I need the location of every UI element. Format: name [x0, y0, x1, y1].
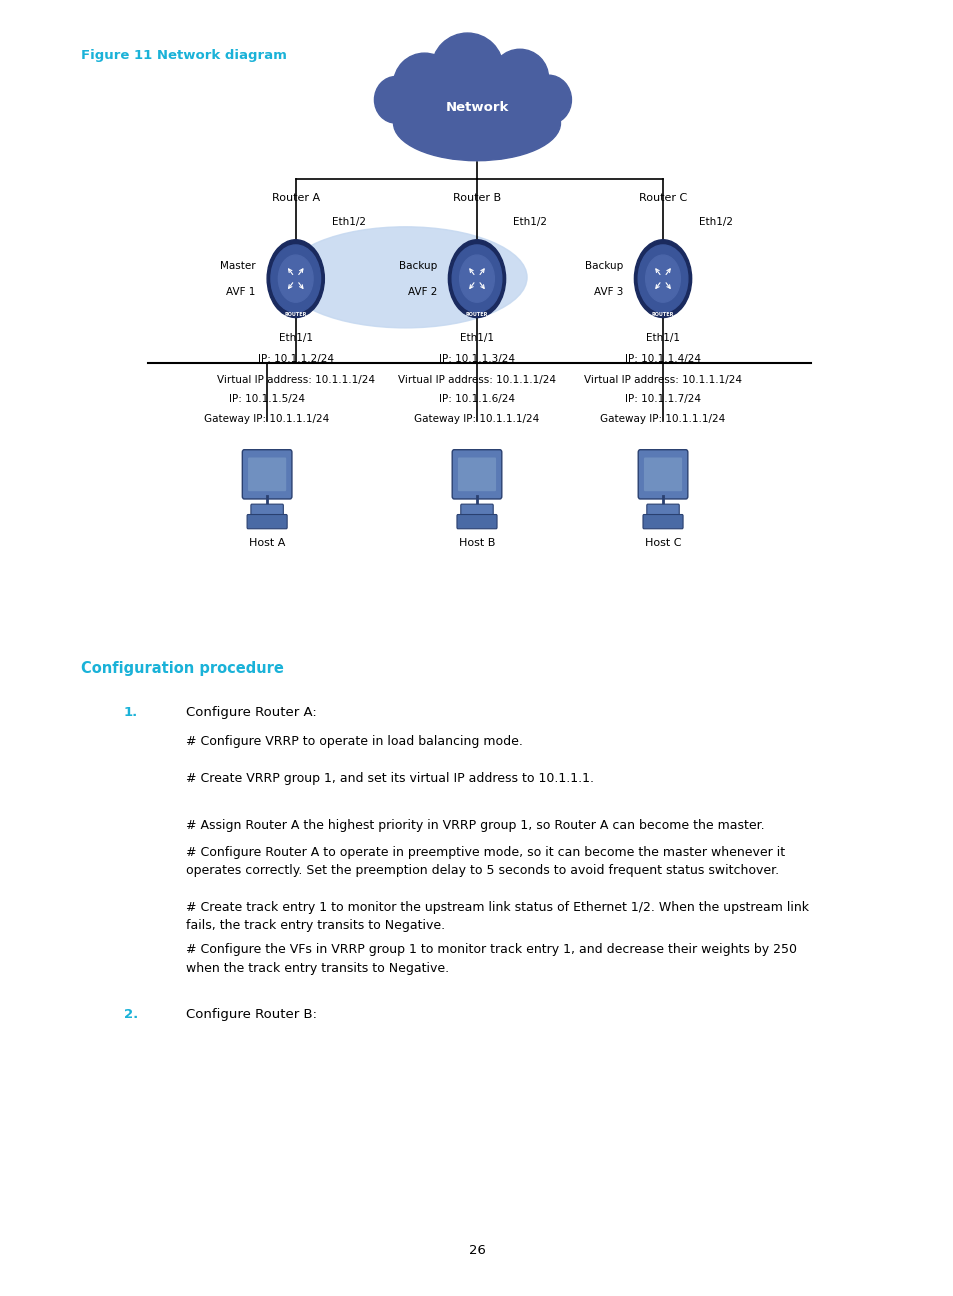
- Ellipse shape: [283, 227, 527, 328]
- Text: Host B: Host B: [458, 538, 495, 548]
- Text: Router B: Router B: [453, 193, 500, 203]
- FancyBboxPatch shape: [452, 450, 501, 499]
- Text: ROUTER: ROUTER: [284, 312, 307, 318]
- Circle shape: [448, 240, 505, 318]
- Ellipse shape: [374, 76, 417, 123]
- Text: # Configure Router A to operate in preemptive mode, so it can become the master : # Configure Router A to operate in preem…: [186, 846, 784, 859]
- Ellipse shape: [525, 75, 571, 124]
- Text: fails, the track entry transits to Negative.: fails, the track entry transits to Negat…: [186, 919, 445, 932]
- Text: when the track entry transits to Negative.: when the track entry transits to Negativ…: [186, 962, 449, 975]
- FancyBboxPatch shape: [248, 457, 286, 491]
- Ellipse shape: [431, 32, 503, 105]
- Circle shape: [638, 245, 687, 312]
- Text: IP: 10.1.1.4/24: IP: 10.1.1.4/24: [624, 354, 700, 364]
- Text: IP: 10.1.1.5/24: IP: 10.1.1.5/24: [229, 394, 305, 404]
- Text: ROUTER: ROUTER: [465, 312, 488, 318]
- Text: Eth1/2: Eth1/2: [699, 216, 733, 227]
- Text: # Configure VRRP to operate in load balancing mode.: # Configure VRRP to operate in load bala…: [186, 735, 522, 748]
- Text: Eth1/2: Eth1/2: [332, 216, 366, 227]
- Text: Configuration procedure: Configuration procedure: [81, 661, 284, 677]
- FancyBboxPatch shape: [642, 515, 682, 529]
- Ellipse shape: [393, 86, 559, 161]
- Text: Virtual IP address: 10.1.1.1/24: Virtual IP address: 10.1.1.1/24: [397, 375, 556, 385]
- Text: # Configure the VFs in VRRP group 1 to monitor track entry 1, and decrease their: # Configure the VFs in VRRP group 1 to m…: [186, 943, 796, 956]
- Text: AVF 1: AVF 1: [226, 286, 255, 297]
- Circle shape: [452, 245, 501, 312]
- Text: Router C: Router C: [639, 193, 686, 203]
- Text: # Create track entry 1 to monitor the upstream link status of Ethernet 1/2. When: # Create track entry 1 to monitor the up…: [186, 901, 808, 914]
- Text: 1.: 1.: [124, 706, 138, 719]
- Circle shape: [459, 255, 494, 302]
- Text: Eth1/1: Eth1/1: [278, 333, 313, 343]
- Text: Eth1/1: Eth1/1: [459, 333, 494, 343]
- FancyBboxPatch shape: [251, 504, 283, 516]
- Text: AVF 3: AVF 3: [593, 286, 622, 297]
- Text: Backup: Backup: [584, 260, 622, 271]
- Text: Gateway IP: 10.1.1.1/24: Gateway IP: 10.1.1.1/24: [414, 413, 539, 424]
- Text: IP: 10.1.1.3/24: IP: 10.1.1.3/24: [438, 354, 515, 364]
- Text: IP: 10.1.1.2/24: IP: 10.1.1.2/24: [257, 354, 334, 364]
- Text: operates correctly. Set the preemption delay to 5 seconds to avoid frequent stat: operates correctly. Set the preemption d…: [186, 864, 779, 877]
- Circle shape: [634, 240, 691, 318]
- FancyBboxPatch shape: [643, 457, 681, 491]
- Text: 26: 26: [468, 1244, 485, 1257]
- Text: Configure Router B:: Configure Router B:: [186, 1008, 316, 1021]
- Text: Network: Network: [445, 101, 508, 114]
- Text: ROUTER: ROUTER: [651, 312, 674, 318]
- Text: Virtual IP address: 10.1.1.1/24: Virtual IP address: 10.1.1.1/24: [216, 375, 375, 385]
- Text: Master: Master: [220, 260, 255, 271]
- Text: # Assign Router A the highest priority in VRRP group 1, so Router A can become t: # Assign Router A the highest priority i…: [186, 819, 764, 832]
- Text: Figure 11 Network diagram: Figure 11 Network diagram: [81, 49, 287, 62]
- Text: Gateway IP: 10.1.1.1/24: Gateway IP: 10.1.1.1/24: [204, 413, 330, 424]
- Text: 2.: 2.: [124, 1008, 138, 1021]
- FancyBboxPatch shape: [456, 515, 497, 529]
- Text: # Create VRRP group 1, and set its virtual IP address to 10.1.1.1.: # Create VRRP group 1, and set its virtu…: [186, 772, 594, 785]
- Text: Configure Router A:: Configure Router A:: [186, 706, 316, 719]
- Text: Host A: Host A: [249, 538, 285, 548]
- Circle shape: [267, 240, 324, 318]
- Text: Gateway IP: 10.1.1.1/24: Gateway IP: 10.1.1.1/24: [599, 413, 725, 424]
- FancyBboxPatch shape: [460, 504, 493, 516]
- Text: Host C: Host C: [644, 538, 680, 548]
- Text: Eth1/1: Eth1/1: [645, 333, 679, 343]
- Circle shape: [645, 255, 679, 302]
- FancyBboxPatch shape: [247, 515, 287, 529]
- Text: IP: 10.1.1.6/24: IP: 10.1.1.6/24: [438, 394, 515, 404]
- Text: Virtual IP address: 10.1.1.1/24: Virtual IP address: 10.1.1.1/24: [583, 375, 741, 385]
- Text: Backup: Backup: [398, 260, 436, 271]
- Ellipse shape: [393, 53, 456, 115]
- Ellipse shape: [491, 49, 548, 106]
- Text: IP: 10.1.1.7/24: IP: 10.1.1.7/24: [624, 394, 700, 404]
- Circle shape: [278, 255, 313, 302]
- Circle shape: [271, 245, 320, 312]
- FancyBboxPatch shape: [457, 457, 496, 491]
- Text: Router A: Router A: [272, 193, 319, 203]
- FancyBboxPatch shape: [638, 450, 687, 499]
- FancyBboxPatch shape: [242, 450, 292, 499]
- Text: Eth1/2: Eth1/2: [513, 216, 547, 227]
- Text: AVF 2: AVF 2: [407, 286, 436, 297]
- FancyBboxPatch shape: [646, 504, 679, 516]
